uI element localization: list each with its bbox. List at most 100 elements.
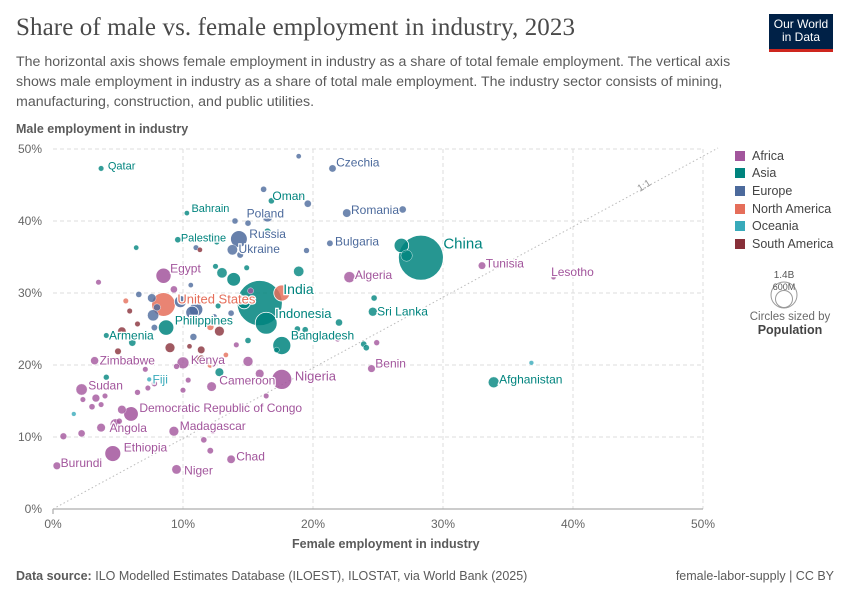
point: [273, 284, 291, 302]
point-palestine: [174, 236, 182, 243]
point: [197, 247, 203, 253]
point-democratic-republic-of-congo: [123, 406, 139, 422]
data-points: [52, 153, 557, 475]
point: [226, 272, 241, 287]
point: [125, 358, 132, 365]
point: [335, 318, 343, 327]
legend-label: Asia: [752, 166, 777, 181]
point-china: [398, 234, 444, 281]
axes: 0% 10% 20% 30% 40% 50% 0% 10% 20% 30% 40% 50%: [18, 142, 715, 531]
label-bahrain: Bahrain: [191, 203, 229, 215]
point-niger: [171, 464, 182, 475]
legend-item-oceania[interactable]: Oceania: [735, 217, 833, 235]
point: [226, 295, 233, 302]
point: [102, 393, 108, 399]
point: [293, 266, 305, 277]
legend-item-north-america[interactable]: North America: [735, 200, 833, 218]
y-tick-label: 30%: [18, 286, 42, 300]
point: [528, 360, 534, 366]
point-labels: Qatar Czechia Oman Bahrain Poland Romania Pale…: [59, 154, 595, 478]
point-kenya: [176, 356, 190, 369]
point-algeria: [343, 271, 356, 283]
point: [170, 285, 178, 294]
x-tick-label: 20%: [301, 517, 325, 531]
point-philippines: [157, 319, 175, 336]
logo-line-1: Our World: [773, 17, 829, 31]
chart-subtitle: The horizontal axis shows female employm…: [16, 54, 731, 110]
label-united-states: United States: [177, 292, 256, 307]
chart-slug-license[interactable]: female-labor-supply | CC BY: [675, 569, 834, 583]
point: [334, 336, 341, 343]
label-poland: Poland: [247, 207, 284, 221]
point: [206, 323, 215, 331]
label-russia: Russia: [249, 227, 286, 241]
owid-logo[interactable]: Our World in Data: [769, 14, 833, 52]
point: [393, 237, 410, 254]
label-oman: Oman: [272, 189, 305, 203]
point: [173, 363, 180, 370]
point: [398, 205, 407, 214]
point: [295, 153, 302, 159]
size-legend-max-label: 1.4B: [774, 270, 795, 281]
point: [186, 343, 193, 350]
label-cameroon: Cameroon: [219, 374, 275, 388]
label-romania: Romania: [351, 203, 399, 217]
y-tick-label: 40%: [18, 214, 42, 228]
point: [373, 339, 380, 346]
legend-swatch: [735, 150, 745, 161]
legend-item-south-america[interactable]: South America: [735, 235, 833, 253]
point: [255, 369, 265, 379]
x-tick-label: 50%: [691, 517, 715, 531]
point: [142, 366, 149, 373]
point: [79, 396, 86, 403]
label-sudan: Sudan: [88, 378, 123, 392]
point: [237, 295, 251, 310]
point: [59, 432, 67, 440]
point: [244, 219, 252, 227]
point: [215, 303, 222, 309]
logo-line-2: in Data: [781, 30, 821, 44]
legend-label: Europe: [752, 183, 793, 198]
legend-item-europe[interactable]: Europe: [735, 182, 833, 200]
point-fiji: [146, 376, 152, 382]
point-afghanistan: [488, 376, 500, 388]
x-axis-title: Female employment in industry: [292, 537, 480, 551]
label-sri-lanka: Sri Lanka: [377, 305, 428, 319]
point: [151, 380, 158, 387]
label-india: India: [283, 281, 314, 297]
point-nigeria: [271, 368, 293, 390]
legend-item-africa[interactable]: Africa: [735, 147, 833, 165]
point: [400, 249, 413, 262]
point: [263, 393, 270, 399]
size-note-text: Circles sized by: [749, 311, 831, 323]
point: [189, 333, 198, 341]
x-tick-label: 0%: [44, 517, 62, 531]
size-note: Circles sized by Population: [740, 311, 840, 338]
label-kenya: Kenya: [191, 353, 225, 367]
legend-item-asia[interactable]: Asia: [735, 165, 833, 183]
label-benin: Benin: [375, 357, 406, 371]
point-ethiopia: [104, 445, 122, 462]
data-source-text[interactable]: ILO Modelled Estimates Database (ILOEST)…: [95, 569, 528, 583]
point-armenia: [103, 332, 110, 339]
point: [212, 263, 219, 270]
point: [151, 324, 158, 331]
point-poland: [262, 211, 273, 223]
point: [133, 244, 139, 251]
point-egypt: [155, 267, 172, 284]
legend-swatch: [735, 203, 745, 214]
point: [227, 309, 235, 317]
point: [363, 344, 370, 351]
label-bangladesh: Bangladesh: [291, 329, 354, 343]
point-lesotho: [550, 274, 557, 280]
point: [135, 291, 143, 298]
point: [206, 447, 214, 455]
label-china: China: [443, 236, 483, 253]
label-fiji: Fiji: [153, 372, 168, 386]
point: [244, 337, 252, 344]
point: [233, 341, 240, 348]
label-philippines: Philippines: [175, 314, 233, 328]
label-afghanistan: Afghanistan: [499, 372, 562, 386]
point: [144, 385, 151, 391]
point: [117, 326, 127, 336]
